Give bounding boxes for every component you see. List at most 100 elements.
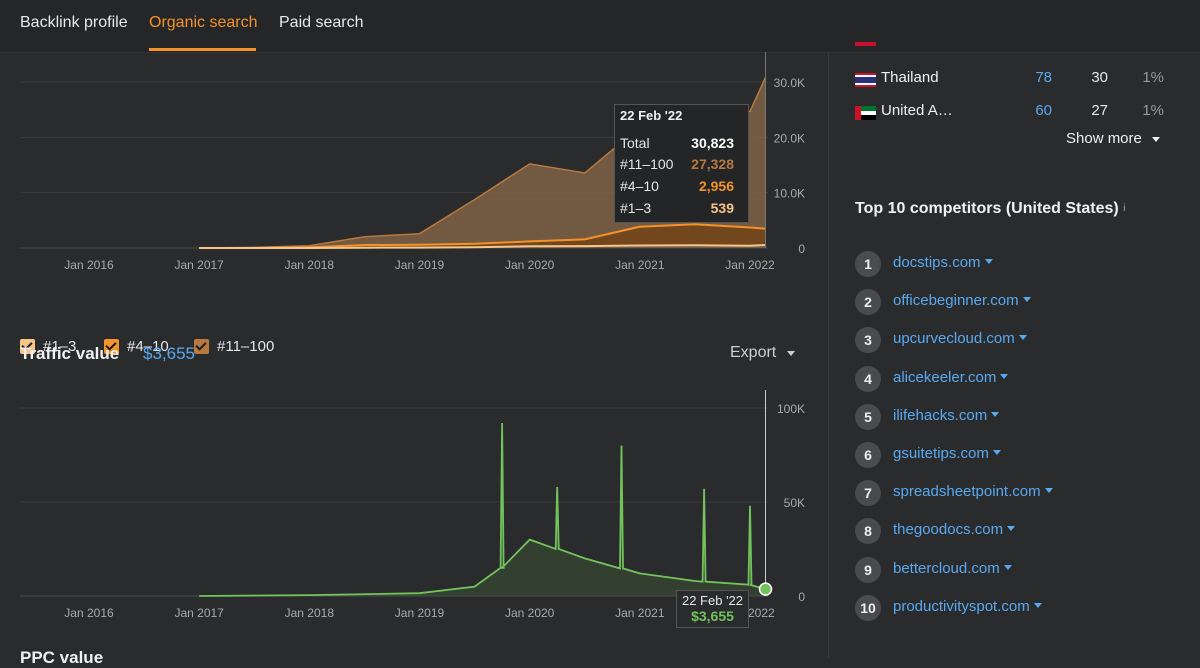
tooltip-label-1-3: #1–3 [620, 200, 652, 216]
x-tick-label: Jan 2016 [64, 606, 114, 620]
x-tick-label: Jan 2019 [395, 606, 445, 620]
tooltip-value: $3,655 [691, 608, 734, 624]
chevron-down-icon[interactable] [991, 411, 1000, 417]
chevron-down-icon[interactable] [992, 450, 1001, 455]
competitor-row: 2 officebeginner.com [855, 289, 1175, 316]
competitors-title-text: Top 10 competitors (United States) [855, 200, 1119, 217]
chevron-down-icon[interactable] [1044, 488, 1053, 494]
rank-badge: 2 [855, 289, 881, 316]
country-keywords-link[interactable]: 60 [1035, 102, 1052, 119]
ppc-value-title: PPC value [20, 648, 104, 667]
x-tick-label: Jan 2020 [505, 258, 555, 272]
competitor-row: 8 thegoodocs.com [855, 518, 1175, 545]
competitor-domain: docstips.com [893, 254, 981, 271]
country-name: Thailand [881, 69, 939, 86]
chevron-down-icon[interactable] [984, 259, 993, 264]
x-tick-label: Jan 2021 [615, 606, 665, 620]
checkbox-checked-icon[interactable] [104, 339, 119, 354]
series-line-1-3 [199, 244, 766, 249]
y-tick-label: 20.0K [774, 131, 805, 145]
export-button[interactable]: Export [730, 344, 777, 361]
competitor-domain: thegoodocs.com [893, 521, 1004, 539]
show-more-button[interactable]: Show more [1066, 130, 1142, 147]
x-tick-label: Jan 2017 [174, 258, 224, 272]
chevron-down-icon[interactable] [1152, 137, 1160, 142]
country-row-uae: United A… 60 27 1% [829, 102, 1200, 124]
column-divider [828, 52, 829, 658]
series-area-4-10 [199, 224, 766, 248]
competitor-domain: ilifehacks.com [893, 406, 988, 424]
traffic-value-amount: $3,655 [143, 344, 195, 363]
checkbox-checked-icon[interactable] [20, 339, 35, 354]
competitor-link[interactable]: officebeginner.com [893, 292, 1031, 309]
competitor-link[interactable]: spreadsheetpoint.com [893, 483, 1053, 500]
sidebar: Thailand 78 30 1% United A… 60 27 1% Sho… [829, 42, 1200, 658]
y-tick-label: 30.0K [774, 76, 805, 90]
traffic-value-tooltip: 22 Feb '22 $3,655 [676, 590, 749, 628]
rank-badge: 7 [855, 480, 881, 507]
traffic-value-title: Traffic value [20, 344, 120, 363]
tooltip-value-1-3: 539 [710, 200, 734, 216]
main-content: 30.0K 20.0K 10.0K 0 Jan 2016 Jan 2017 Jan 201… [0, 52, 828, 667]
hover-point[interactable] [758, 582, 773, 596]
country-name: United A… [881, 102, 953, 119]
competitor-row: 6 gsuitetips.com [855, 442, 1175, 468]
chevron-down-icon[interactable] [1000, 373, 1009, 379]
y-tick-label: 10.0K [774, 187, 805, 201]
competitor-row: 7 spreadsheetpoint.com [855, 480, 1175, 507]
country-traffic: 30 [1091, 69, 1108, 86]
info-icon[interactable]: i [130, 344, 133, 355]
info-icon[interactable]: i [1123, 203, 1126, 214]
chevron-down-icon[interactable] [1003, 564, 1012, 570]
country-row-thailand: Thailand 78 30 1% [829, 69, 1200, 91]
keywords-tooltip: 22 Feb '22 Total 30,823 #11–100 27,328 #… [614, 104, 749, 223]
thailand-flag-icon [855, 73, 876, 87]
rank-badge: 10 [855, 594, 881, 621]
chevron-down-icon[interactable] [1033, 602, 1042, 608]
tab-backlink-profile[interactable]: Backlink profile [20, 14, 128, 31]
x-tick-label: Jan 2022 [725, 258, 775, 272]
y-tick-label: 0 [798, 590, 805, 604]
x-tick-label: Jan 2019 [395, 258, 445, 272]
competitor-link[interactable]: docstips.com [893, 254, 993, 271]
rank-badge: 8 [855, 518, 881, 545]
tab-paid-search[interactable]: Paid search [279, 14, 364, 31]
competitor-domain: bettercloud.com [893, 559, 1000, 577]
series-line-traffic-value [199, 422, 766, 597]
flag-icon [855, 42, 876, 46]
chevron-down-icon[interactable] [1018, 335, 1027, 341]
y-tick-label: 50K [784, 496, 805, 510]
x-tick-label: Jan 2017 [174, 606, 224, 620]
y-tick-label: 100K [777, 402, 805, 416]
x-tick-label: Jan 2018 [285, 258, 335, 272]
chevron-down-icon[interactable] [1022, 297, 1031, 303]
competitor-domain: spreadsheetpoint.com [893, 483, 1041, 501]
competitor-link[interactable]: alicekeeler.com [893, 368, 1009, 386]
legend-label: #1–3 [43, 338, 77, 355]
checkbox-checked-icon[interactable] [194, 339, 209, 354]
competitor-row: 1 docstips.com [855, 251, 1175, 277]
country-keywords-link[interactable]: 78 [1035, 69, 1052, 86]
competitor-domain: alicekeeler.com [893, 368, 997, 386]
competitor-row: 10 productivityspot.com [855, 594, 1175, 621]
competitor-link[interactable]: gsuitetips.com [893, 445, 1001, 462]
chevron-down-icon[interactable] [1007, 526, 1016, 532]
competitor-link[interactable]: upcurvecloud.com [893, 330, 1027, 347]
tooltip-value-11-100: 27,328 [691, 156, 734, 172]
tab-organic-search[interactable]: Organic search [149, 14, 258, 31]
chevron-down-icon[interactable] [787, 351, 795, 356]
tooltip-label-11-100: #11–100 [620, 156, 674, 172]
tooltip-value-total: 30,823 [691, 135, 734, 151]
rank-badge: 3 [855, 327, 881, 354]
tooltip-date: 22 Feb '22 [681, 593, 744, 608]
competitor-link[interactable]: ilifehacks.com [893, 406, 1000, 424]
competitor-domain: officebeginner.com [893, 292, 1019, 310]
tooltip-label-total: Total [620, 135, 650, 151]
rank-badge: 5 [855, 403, 881, 430]
competitor-link[interactable]: thegoodocs.com [893, 521, 1016, 539]
competitor-domain: gsuitetips.com [893, 445, 989, 462]
competitor-row: 9 bettercloud.com [855, 556, 1175, 583]
traffic-value-chart[interactable]: 100K 50K 0 Jan 2016 Jan 2017 Jan 2018 Jan 201… [0, 390, 828, 624]
competitor-link[interactable]: productivityspot.com [893, 598, 1042, 615]
competitor-link[interactable]: bettercloud.com [893, 560, 1012, 577]
